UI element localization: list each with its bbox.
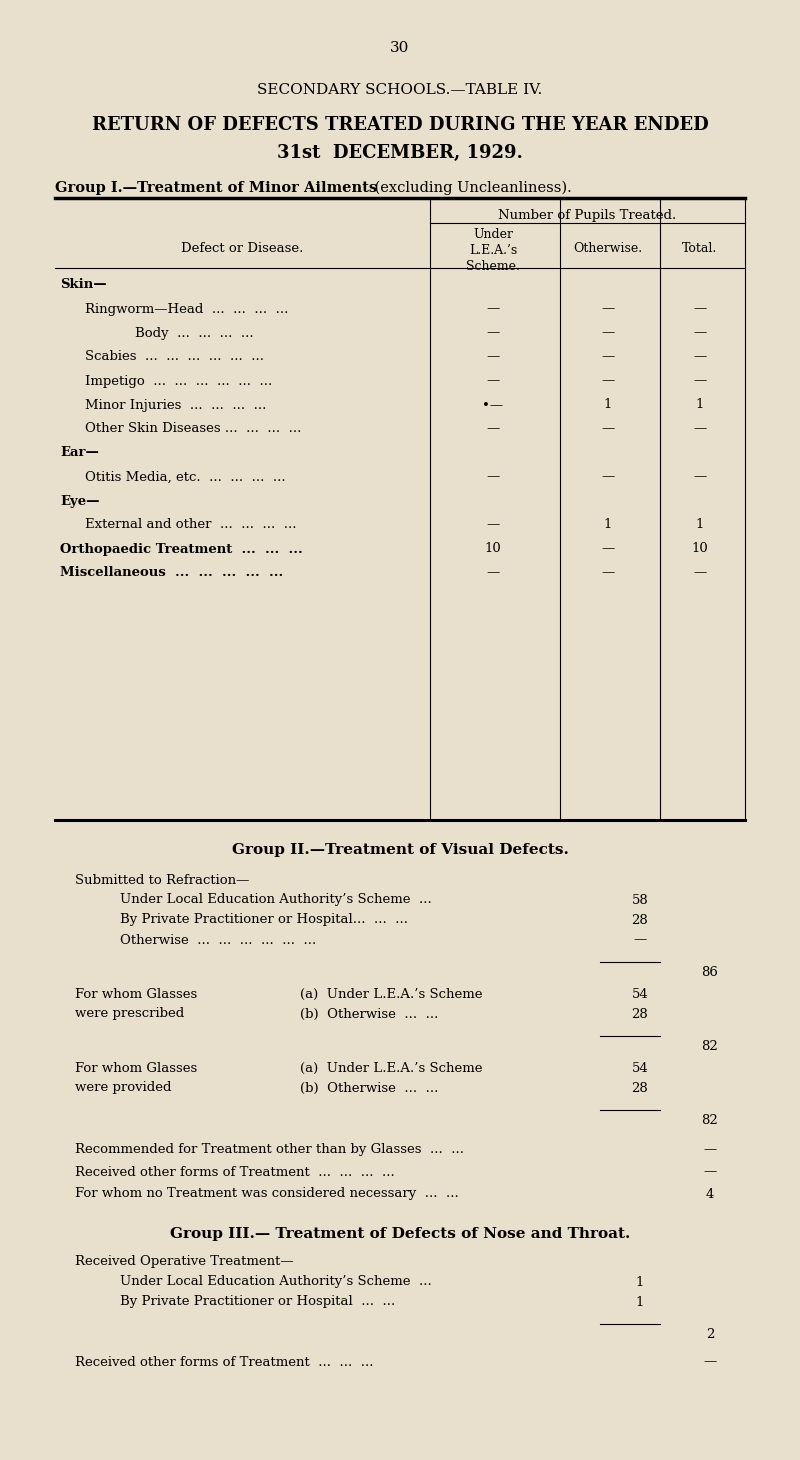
Text: Otherwise.: Otherwise.	[574, 241, 642, 254]
Text: Body  ...  ...  ...  ...: Body ... ... ... ...	[135, 327, 254, 340]
Text: 58: 58	[632, 894, 648, 907]
Text: —: —	[634, 933, 646, 946]
Text: •—: •—	[482, 399, 503, 412]
Text: SECONDARY SCHOOLS.—TABLE IV.: SECONDARY SCHOOLS.—TABLE IV.	[258, 83, 542, 96]
Text: Received other forms of Treatment  ...  ...  ...: Received other forms of Treatment ... ..…	[75, 1355, 374, 1368]
Text: —: —	[486, 518, 500, 531]
Text: —: —	[486, 422, 500, 435]
Text: 10: 10	[485, 543, 502, 555]
Text: Orthopaedic Treatment  ...  ...  ...: Orthopaedic Treatment ... ... ...	[60, 543, 302, 555]
Text: (excluding Uncleanliness).: (excluding Uncleanliness).	[370, 181, 572, 196]
Text: Miscellaneous  ...  ...  ...  ...  ...: Miscellaneous ... ... ... ... ...	[60, 566, 283, 580]
Text: —: —	[694, 422, 706, 435]
Text: Number of Pupils Treated.: Number of Pupils Treated.	[498, 209, 677, 222]
Text: 28: 28	[632, 1007, 648, 1021]
Text: 1: 1	[636, 1276, 644, 1289]
Text: —: —	[703, 1165, 717, 1178]
Text: Group III.— Treatment of Defects of Nose and Throat.: Group III.— Treatment of Defects of Nose…	[170, 1226, 630, 1241]
Text: 82: 82	[702, 1040, 718, 1053]
Text: —: —	[486, 566, 500, 580]
Text: Recommended for Treatment other than by Glasses  ...  ...: Recommended for Treatment other than by …	[75, 1143, 464, 1156]
Text: —: —	[486, 350, 500, 364]
Text: 31st  DECEMBER, 1929.: 31st DECEMBER, 1929.	[277, 145, 523, 162]
Text: 82: 82	[702, 1114, 718, 1127]
Text: Impetigo  ...  ...  ...  ...  ...  ...: Impetigo ... ... ... ... ... ...	[85, 375, 272, 387]
Text: were prescribed: were prescribed	[75, 1007, 184, 1021]
Text: For whom Glasses: For whom Glasses	[75, 987, 198, 1000]
Text: were provided: were provided	[75, 1082, 171, 1095]
Text: —: —	[602, 566, 614, 580]
Text: Submitted to Refraction—: Submitted to Refraction—	[75, 873, 250, 886]
Text: Under Local Education Authority’s Scheme  ...: Under Local Education Authority’s Scheme…	[120, 1276, 432, 1289]
Text: —: —	[694, 566, 706, 580]
Text: For whom no Treatment was considered necessary  ...  ...: For whom no Treatment was considered nec…	[75, 1187, 458, 1200]
Text: By Private Practitioner or Hospital...  ...  ...: By Private Practitioner or Hospital... .…	[120, 914, 408, 927]
Text: Under
L.E.A.’s
Scheme.: Under L.E.A.’s Scheme.	[466, 228, 520, 273]
Text: By Private Practitioner or Hospital  ...  ...: By Private Practitioner or Hospital ... …	[120, 1295, 395, 1308]
Text: —: —	[602, 350, 614, 364]
Text: 1: 1	[604, 518, 612, 531]
Text: —: —	[602, 470, 614, 483]
Text: —: —	[602, 422, 614, 435]
Text: Defect or Disease.: Defect or Disease.	[182, 241, 304, 254]
Text: 1: 1	[696, 399, 704, 412]
Text: Minor Injuries  ...  ...  ...  ...: Minor Injuries ... ... ... ...	[85, 399, 266, 412]
Text: —: —	[694, 327, 706, 340]
Text: —: —	[602, 302, 614, 315]
Text: 1: 1	[696, 518, 704, 531]
Text: —: —	[703, 1355, 717, 1368]
Text: External and other  ...  ...  ...  ...: External and other ... ... ... ...	[85, 518, 297, 531]
Text: Eye—: Eye—	[60, 495, 99, 508]
Text: 28: 28	[632, 1082, 648, 1095]
Text: 28: 28	[632, 914, 648, 927]
Text: —: —	[486, 302, 500, 315]
Text: (a)  Under L.E.A.’s Scheme: (a) Under L.E.A.’s Scheme	[300, 987, 482, 1000]
Text: —: —	[486, 327, 500, 340]
Text: Otitis Media, etc.  ...  ...  ...  ...: Otitis Media, etc. ... ... ... ...	[85, 470, 286, 483]
Text: —: —	[486, 470, 500, 483]
Text: —: —	[694, 302, 706, 315]
Text: —: —	[486, 375, 500, 387]
Text: RETURN OF DEFECTS TREATED DURING THE YEAR ENDED: RETURN OF DEFECTS TREATED DURING THE YEA…	[92, 115, 708, 134]
Text: 2: 2	[706, 1327, 714, 1340]
Text: 10: 10	[692, 543, 708, 555]
Text: Skin—: Skin—	[60, 279, 106, 292]
Text: —: —	[602, 543, 614, 555]
Text: Total.: Total.	[682, 241, 718, 254]
Text: Ringworm—Head  ...  ...  ...  ...: Ringworm—Head ... ... ... ...	[85, 302, 288, 315]
Text: Group I.—Treatment of Minor Ailments: Group I.—Treatment of Minor Ailments	[55, 181, 377, 196]
Text: 30: 30	[390, 41, 410, 55]
Text: 1: 1	[636, 1295, 644, 1308]
Text: Other Skin Diseases ...  ...  ...  ...: Other Skin Diseases ... ... ... ...	[85, 422, 302, 435]
Text: 4: 4	[706, 1187, 714, 1200]
Text: —: —	[694, 350, 706, 364]
Text: Ear—: Ear—	[60, 447, 99, 460]
Text: (a)  Under L.E.A.’s Scheme: (a) Under L.E.A.’s Scheme	[300, 1061, 482, 1075]
Text: Received other forms of Treatment  ...  ...  ...  ...: Received other forms of Treatment ... ..…	[75, 1165, 394, 1178]
Text: Otherwise  ...  ...  ...  ...  ...  ...: Otherwise ... ... ... ... ... ...	[120, 933, 316, 946]
Text: —: —	[694, 470, 706, 483]
Text: —: —	[602, 375, 614, 387]
Text: —: —	[703, 1143, 717, 1156]
Text: Under Local Education Authority’s Scheme  ...: Under Local Education Authority’s Scheme…	[120, 894, 432, 907]
Text: For whom Glasses: For whom Glasses	[75, 1061, 198, 1075]
Text: Group II.—Treatment of Visual Defects.: Group II.—Treatment of Visual Defects.	[231, 842, 569, 857]
Text: Scabies  ...  ...  ...  ...  ...  ...: Scabies ... ... ... ... ... ...	[85, 350, 264, 364]
Text: 54: 54	[632, 1061, 648, 1075]
Text: —: —	[694, 375, 706, 387]
Text: 1: 1	[604, 399, 612, 412]
Text: —: —	[602, 327, 614, 340]
Text: Received Operative Treatment—: Received Operative Treatment—	[75, 1256, 294, 1269]
Text: 86: 86	[702, 965, 718, 978]
Text: 54: 54	[632, 987, 648, 1000]
Text: (b)  Otherwise  ...  ...: (b) Otherwise ... ...	[300, 1007, 438, 1021]
Text: (b)  Otherwise  ...  ...: (b) Otherwise ... ...	[300, 1082, 438, 1095]
